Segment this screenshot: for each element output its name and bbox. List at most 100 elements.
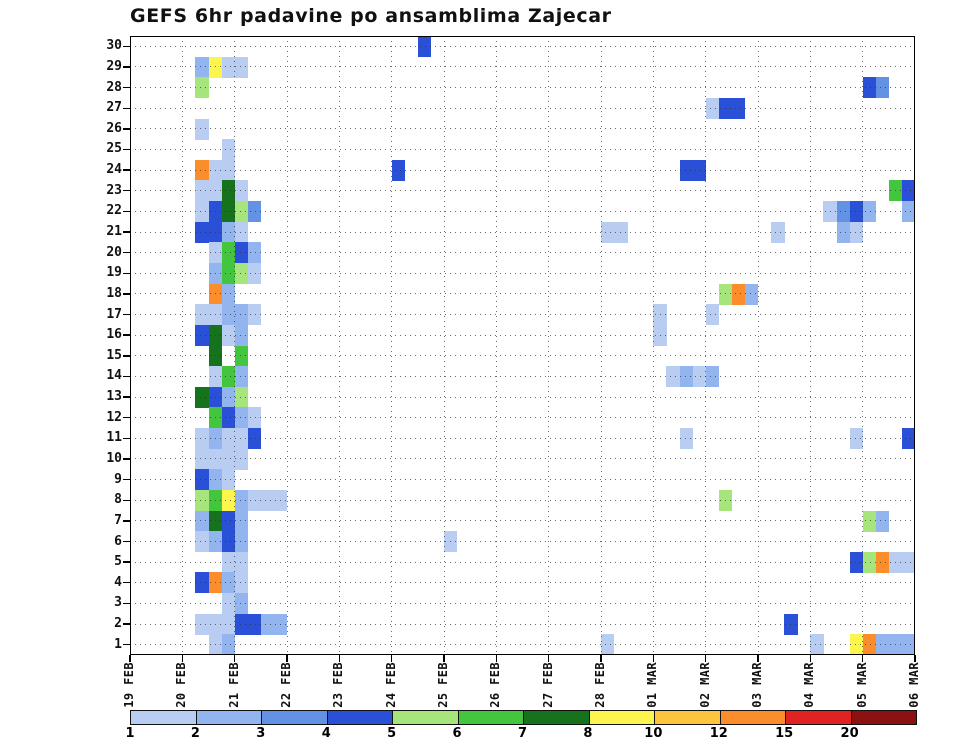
v-gridline [234, 36, 236, 655]
v-gridline [443, 36, 445, 655]
h-gridline [130, 87, 915, 89]
y-tick-label: 2 [114, 616, 122, 632]
y-tick [123, 128, 130, 130]
colorbar-segment [261, 711, 327, 724]
colorbar [130, 710, 917, 725]
h-gridline [130, 602, 915, 604]
h-gridline [130, 190, 915, 192]
colorbar-segment [131, 711, 196, 724]
h-gridline [130, 623, 915, 625]
x-tick-label: 21 FEB [226, 662, 241, 708]
h-gridline [130, 582, 915, 584]
chart-title: GEFS 6hr padavine po ansamblima Zajecar [130, 5, 612, 27]
v-gridline [495, 36, 497, 655]
y-tick-label: 12 [106, 409, 122, 425]
h-gridline [130, 458, 915, 460]
y-tick [123, 272, 130, 274]
y-tick [123, 313, 130, 316]
y-tick-label: 22 [106, 203, 122, 219]
colorbar-segment [654, 711, 720, 724]
y-tick-label: 1 [114, 636, 122, 652]
y-tick-label: 7 [114, 512, 122, 528]
y-tick-label: 14 [106, 368, 122, 384]
h-gridline [130, 252, 915, 254]
v-gridline [391, 36, 393, 655]
colorbar-label: 15 [775, 726, 794, 741]
colorbar-label: 1 [125, 726, 135, 741]
colorbar-label: 3 [256, 726, 266, 741]
y-tick-label: 26 [106, 120, 122, 136]
x-tick-label: 20 FEB [174, 662, 189, 708]
y-tick-label: 10 [106, 450, 122, 466]
y-tick [123, 520, 130, 522]
colorbar-label: 12 [709, 726, 728, 741]
x-tick-label: 27 FEB [540, 662, 555, 708]
h-gridline [130, 231, 915, 233]
y-tick [123, 210, 130, 213]
colorbar-segment [392, 711, 458, 724]
h-gridline [130, 169, 915, 171]
h-gridline [130, 375, 915, 377]
y-tick-label: 3 [114, 595, 122, 611]
x-tick [129, 655, 131, 662]
v-gridline [338, 36, 340, 655]
h-gridline [130, 128, 915, 130]
y-tick-label: 21 [106, 224, 122, 240]
y-tick-label: 23 [106, 182, 122, 198]
y-tick [123, 643, 130, 646]
y-tick-label: 17 [106, 306, 122, 322]
y-tick [123, 582, 130, 584]
y-tick-label: 4 [114, 574, 122, 590]
x-tick [914, 655, 916, 662]
v-gridline [862, 36, 864, 655]
y-tick [123, 478, 130, 481]
x-tick [338, 655, 341, 662]
x-tick-label: 26 FEB [488, 662, 503, 708]
v-gridline [652, 36, 654, 655]
y-tick [123, 355, 130, 357]
y-tick [123, 499, 130, 501]
colorbar-segment [195, 711, 261, 724]
v-gridline [181, 36, 183, 655]
x-tick-label: 23 FEB [331, 662, 346, 708]
colorbar-segment [457, 711, 523, 724]
y-tick [123, 540, 130, 543]
x-tick-label: 24 FEB [383, 662, 398, 708]
y-tick [123, 107, 130, 109]
y-tick [123, 334, 130, 336]
y-tick-label: 20 [106, 244, 122, 260]
y-tick-label: 27 [106, 100, 122, 116]
v-gridline [705, 36, 707, 655]
y-tick [123, 251, 130, 254]
y-tick [123, 86, 130, 89]
y-tick [123, 169, 130, 171]
y-tick-label: 24 [106, 162, 122, 178]
x-tick-label: 01 MAR [645, 662, 660, 708]
x-tick-label: 22 FEB [279, 662, 293, 708]
y-tick-label: 29 [106, 58, 122, 74]
y-tick-label: 16 [106, 327, 122, 343]
x-tick-label: 03 MAR [750, 662, 764, 708]
y-tick-label: 18 [106, 285, 122, 301]
y-tick-label: 19 [106, 265, 122, 281]
y-tick [123, 293, 130, 295]
colorbar-label: 2 [190, 726, 200, 741]
y-tick [123, 602, 130, 605]
colorbar-segment [719, 711, 785, 724]
colorbar-label: 5 [387, 726, 397, 741]
y-tick [123, 190, 130, 192]
x-tick [443, 655, 445, 662]
h-gridline [130, 417, 915, 419]
colorbar-label: 10 [644, 726, 663, 741]
plot-area [130, 36, 916, 656]
colorbar-segment [588, 711, 654, 724]
y-tick-label: 15 [106, 347, 122, 363]
x-tick [809, 655, 812, 662]
y-tick [123, 45, 130, 47]
x-tick-label: 04 MAR [802, 662, 817, 708]
x-tick-label: 25 FEB [436, 662, 450, 708]
y-tick-label: 25 [106, 141, 122, 157]
h-gridline [130, 499, 915, 501]
x-tick-label: 28 FEB [593, 662, 607, 708]
